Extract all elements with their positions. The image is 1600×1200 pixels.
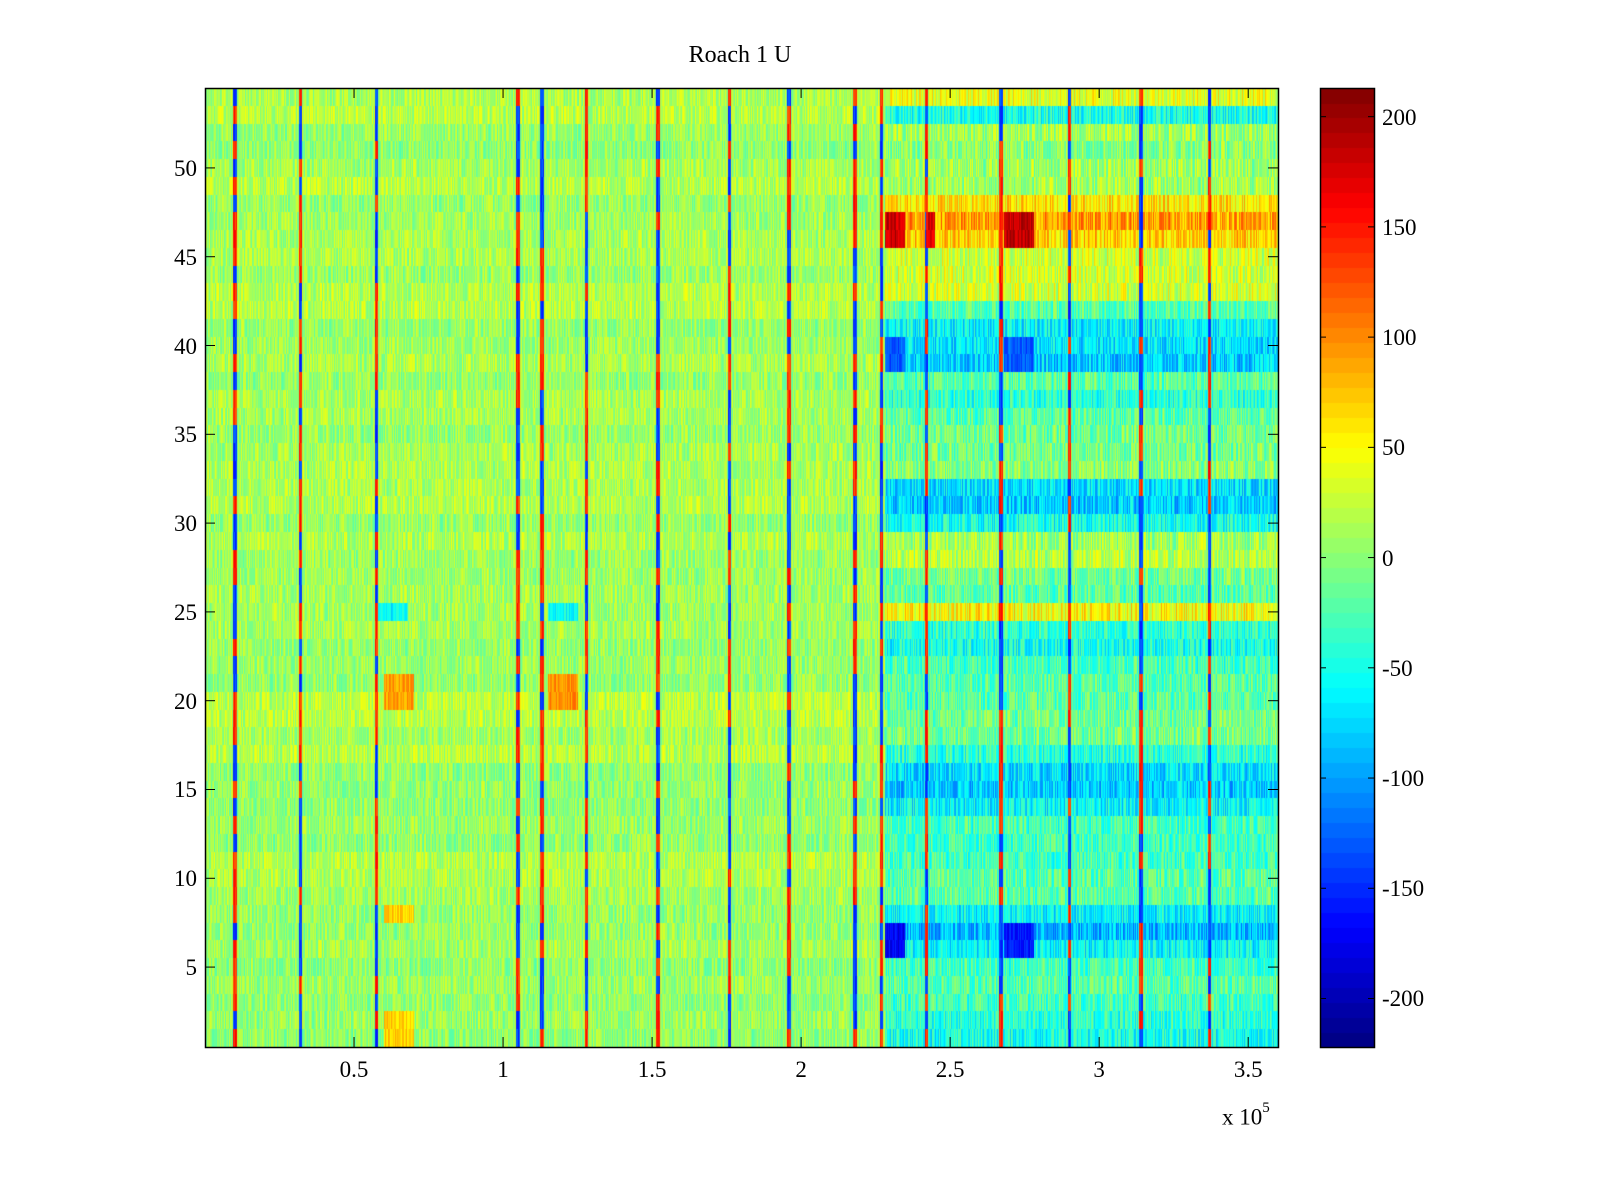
x-tick-label: 0.5 [339,1057,369,1082]
colorbar-tick-label: -200 [1382,986,1425,1012]
colorbar-tick-label: 50 [1382,435,1405,461]
colorbar-tick-label: -50 [1382,655,1413,681]
y-tick-label: 50 [174,155,197,181]
colorbar-tick-label: 150 [1382,214,1417,240]
x-multiplier-exponent: 5 [1262,1100,1270,1116]
y-tick-label: 15 [174,777,197,803]
x-tick-label: 1.5 [637,1057,667,1082]
x-multiplier-base: x 10 [1222,1104,1263,1130]
colorbar-tick-label: -100 [1382,766,1425,792]
y-tick-label: 25 [174,599,197,625]
x-tick-label: 3.5 [1233,1057,1263,1082]
colorbar-frame [1319,87,1376,1049]
x-tick-label: 1 [497,1057,509,1082]
colorbar-tick-label: 0 [1382,545,1394,571]
heatmap-image [205,88,1278,1047]
colorbar-tick-label: 200 [1382,104,1417,130]
y-tick-label: 20 [174,688,197,714]
x-tick-label: 3 [1093,1057,1105,1082]
y-tick-label: 35 [174,422,197,448]
x-tick-label: 2.5 [935,1057,965,1082]
y-tick-label: 30 [174,511,197,537]
x-tick-label: 2 [795,1057,807,1082]
axes-frame [204,87,1280,1049]
colorbar-tick-label: -150 [1382,876,1425,902]
y-tick-label: 45 [174,244,197,270]
colorbar [1320,88,1374,1047]
colorbar-tick-label: 100 [1382,325,1417,351]
x-axis-multiplier: x 105 [1222,1100,1270,1131]
chart-title: Roach 1 U [688,42,792,68]
y-tick-label: 5 [185,955,198,981]
y-tick-label: 40 [174,333,197,359]
y-tick-label: 10 [174,866,197,892]
